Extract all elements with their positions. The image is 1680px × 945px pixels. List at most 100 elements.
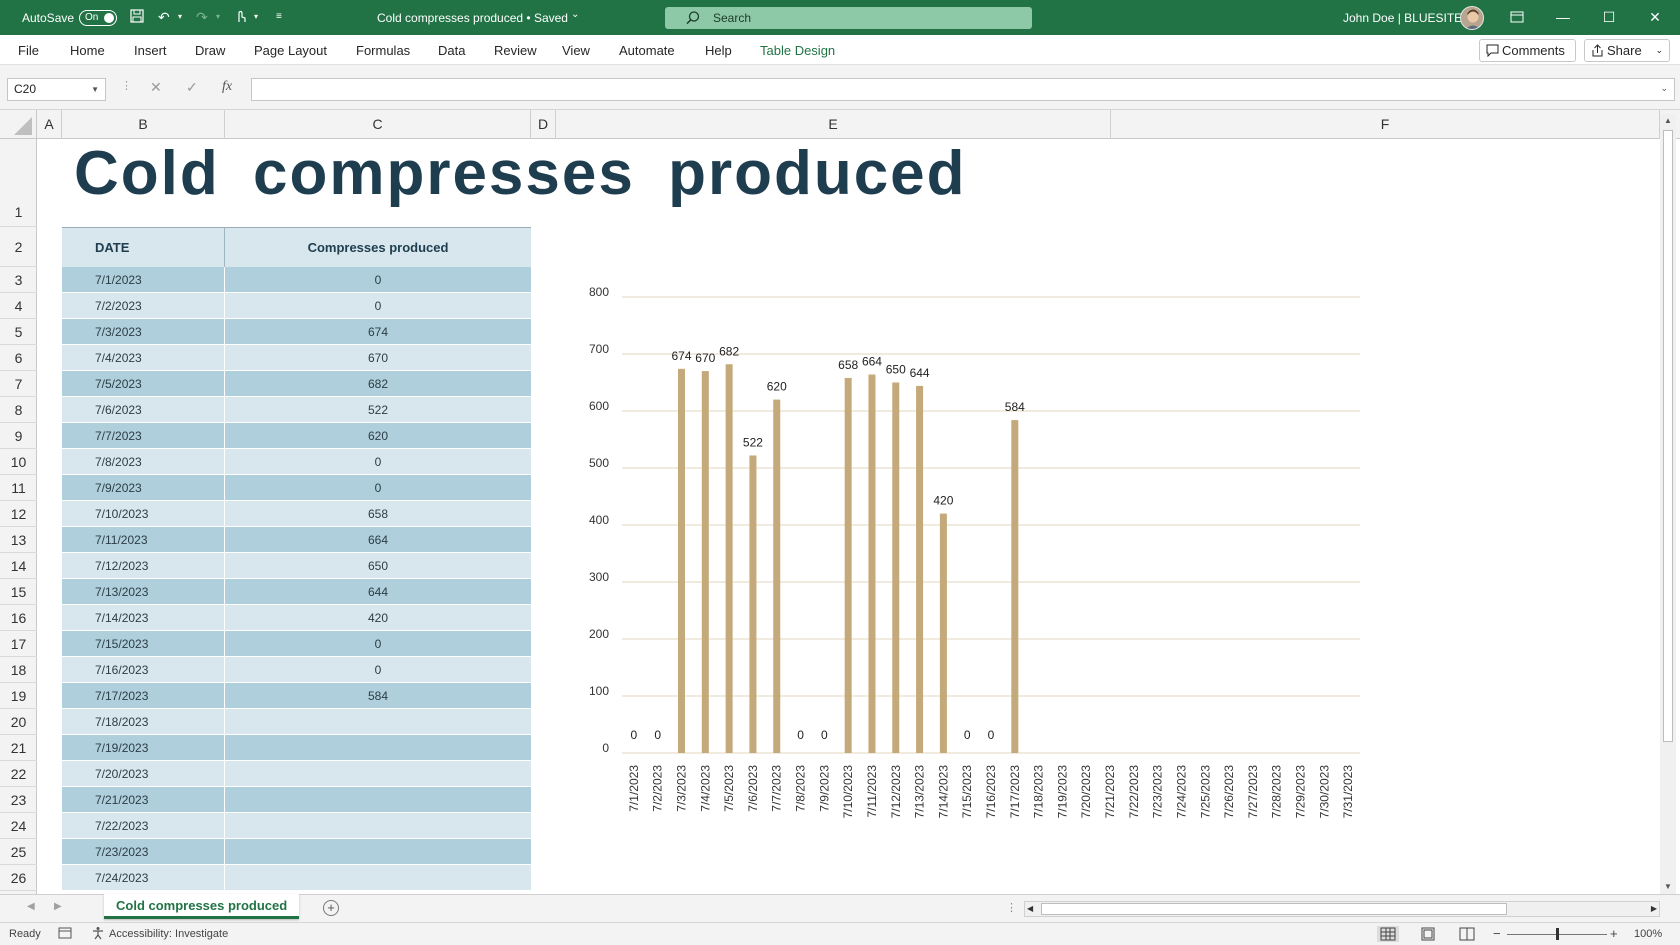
compresses-cell[interactable]: 620 (367, 429, 389, 443)
compresses-cell[interactable]: 420 (367, 611, 389, 625)
compresses-cell[interactable]: 522 (367, 403, 389, 417)
compresses-cell[interactable]: 682 (367, 377, 389, 391)
formula-input[interactable]: ⌄ (251, 78, 1675, 101)
minimize-icon[interactable]: — (1556, 9, 1570, 25)
document-title[interactable]: Cold compresses produced • Saved (377, 11, 568, 25)
tab-table-design[interactable]: Table Design (760, 43, 836, 58)
row-header[interactable]: 20 (0, 709, 37, 735)
user-avatar[interactable] (1460, 6, 1484, 30)
column-header-c[interactable]: C (225, 110, 531, 139)
redo-icon[interactable]: ↷ (196, 9, 208, 25)
row-header[interactable]: 3 (0, 267, 37, 293)
compresses-cell[interactable]: 664 (367, 533, 389, 547)
row-header[interactable]: 16 (0, 605, 37, 631)
tab-review[interactable]: Review (494, 43, 537, 58)
vertical-scrollbar[interactable]: ▲ ▼ (1660, 114, 1676, 894)
row-header[interactable]: 10 (0, 449, 37, 475)
row-header[interactable]: 8 (0, 397, 37, 423)
close-icon[interactable]: ✕ (1649, 9, 1661, 25)
date-cell[interactable]: 7/12/2023 (95, 559, 149, 573)
date-cell[interactable]: 7/2/2023 (95, 299, 142, 313)
row-header[interactable]: 23 (0, 787, 37, 813)
compresses-cell[interactable]: 0 (374, 273, 382, 287)
tab-view[interactable]: View (562, 43, 590, 58)
tab-split-handle-icon[interactable]: ⋮ (1006, 902, 1017, 914)
search-box[interactable]: Search (665, 7, 1032, 29)
name-box-dropdown-icon[interactable]: ▼ (91, 85, 99, 94)
row-header[interactable]: 4 (0, 293, 37, 319)
tab-automate[interactable]: Automate (619, 43, 675, 58)
next-sheet-icon[interactable]: ▶ (54, 901, 62, 912)
date-cell[interactable]: 7/7/2023 (95, 429, 142, 443)
ribbon-display-icon[interactable] (1502, 6, 1532, 28)
row-header[interactable]: 26 (0, 865, 37, 891)
row-header[interactable]: 21 (0, 735, 37, 761)
row-header[interactable]: 15 (0, 579, 37, 605)
date-cell[interactable]: 7/23/2023 (95, 845, 149, 859)
name-box[interactable]: C20 ▼ (7, 78, 106, 101)
customize-toolbar-icon[interactable]: ≡ (276, 11, 282, 22)
zoom-in-icon[interactable]: + (1610, 926, 1618, 941)
sheet-title[interactable]: Cold compresses produced (74, 139, 967, 208)
row-header[interactable]: 25 (0, 839, 37, 865)
sheet-tab-active[interactable]: Cold compresses produced (104, 894, 300, 919)
enter-icon[interactable]: ✓ (186, 79, 198, 95)
tab-formulas[interactable]: Formulas (356, 43, 411, 58)
date-cell[interactable]: 7/16/2023 (95, 663, 149, 677)
share-button[interactable]: Share ⌄ (1584, 39, 1670, 62)
row-header[interactable]: 13 (0, 527, 37, 553)
tab-data[interactable]: Data (438, 43, 466, 58)
tab-file[interactable]: File (18, 43, 39, 58)
date-cell[interactable]: 7/18/2023 (95, 715, 149, 729)
date-cell[interactable]: 7/17/2023 (95, 689, 149, 703)
accessibility-icon[interactable] (91, 926, 105, 943)
compresses-cell[interactable]: 584 (367, 689, 389, 703)
row-header[interactable]: 9 (0, 423, 37, 449)
scroll-up-arrow-icon[interactable]: ▲ (1664, 116, 1672, 125)
date-cell[interactable]: 7/10/2023 (95, 507, 149, 521)
row-header[interactable]: 7 (0, 371, 37, 397)
undo-icon[interactable]: ↶ (158, 9, 170, 25)
share-chevron-down-icon[interactable]: ⌄ (1655, 45, 1663, 55)
compresses-cell[interactable]: 670 (367, 351, 389, 365)
column-header-b[interactable]: B (62, 110, 225, 139)
prev-sheet-icon[interactable]: ◀ (27, 901, 35, 912)
zoom-out-icon[interactable]: − (1493, 926, 1501, 941)
scroll-down-arrow-icon[interactable]: ▼ (1664, 882, 1672, 891)
zoom-level[interactable]: 100% (1634, 928, 1663, 940)
date-cell[interactable]: 7/19/2023 (95, 741, 149, 755)
vertical-scroll-thumb[interactable] (1663, 130, 1673, 742)
column-header-a[interactable]: A (37, 110, 62, 139)
date-cell[interactable]: 7/6/2023 (95, 403, 142, 417)
compresses-cell[interactable]: 0 (374, 663, 382, 677)
row-header[interactable]: 12 (0, 501, 37, 527)
zoom-slider[interactable] (1507, 928, 1607, 940)
date-cell[interactable]: 7/1/2023 (95, 273, 142, 287)
date-cell[interactable]: 7/5/2023 (95, 377, 142, 391)
tab-draw[interactable]: Draw (195, 43, 226, 58)
row-header[interactable]: 11 (0, 475, 37, 501)
tab-home[interactable]: Home (70, 43, 105, 58)
more-options-icon[interactable]: ⋮ (121, 80, 132, 92)
compresses-cell[interactable]: 658 (367, 507, 389, 521)
cancel-icon[interactable]: ✕ (150, 79, 162, 95)
row-header[interactable]: 22 (0, 761, 37, 787)
row-header[interactable]: 5 (0, 319, 37, 345)
date-cell[interactable]: 7/22/2023 (95, 819, 149, 833)
user-name[interactable]: John Doe | BLUESITE (1343, 11, 1463, 25)
worksheet-grid[interactable]: A B C D E F 1 2 3 4 5 6 7 8 9 10 11 12 13 14 15 16 17 18 1… (0, 110, 1680, 894)
compresses-cell[interactable]: 0 (374, 481, 382, 495)
header-compresses-produced[interactable]: Compresses produced (307, 240, 449, 255)
compresses-cell[interactable]: 674 (367, 325, 389, 339)
compresses-bar-chart[interactable]: 0 100 200 300 400 500 600 700 800 0 7/1/2023 0 7/2/2… (565, 270, 1375, 894)
accessibility-status[interactable]: Accessibility: Investigate (109, 928, 229, 940)
row-header[interactable]: 1 (0, 139, 37, 227)
touch-mode-icon[interactable] (234, 8, 248, 28)
date-cell[interactable]: 7/4/2023 (95, 351, 142, 365)
expand-formula-icon[interactable]: ⌄ (1660, 83, 1668, 93)
tab-help[interactable]: Help (705, 43, 732, 58)
insert-function-icon[interactable]: fx (222, 79, 233, 94)
row-header[interactable]: 18 (0, 657, 37, 683)
scroll-left-arrow-icon[interactable]: ◀ (1027, 904, 1034, 913)
scroll-right-arrow-icon[interactable]: ▶ (1650, 904, 1657, 913)
